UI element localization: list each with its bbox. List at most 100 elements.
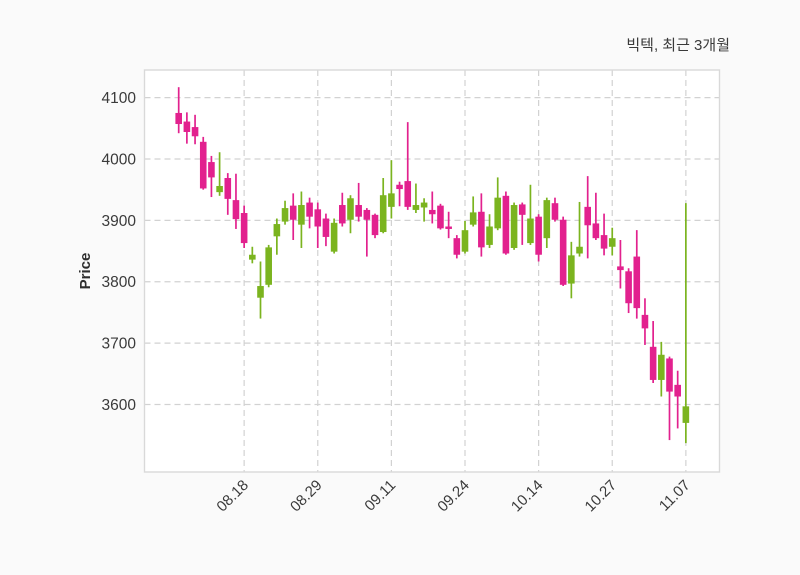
candle [551,197,559,222]
candle-body [363,209,371,220]
candle-body [559,219,567,285]
candle [388,160,395,219]
candle [568,241,575,299]
candle-body [428,209,436,215]
y-axis-labels: 3600 3700 3800 3900 4000 4100 [102,90,137,414]
candle [617,240,624,289]
candle [428,191,436,224]
candle [183,112,191,144]
candle-body [339,205,346,224]
candle-body [658,354,665,380]
x-tick-label: 08.29 [287,477,326,516]
candle-body [355,205,362,217]
candle [576,201,583,257]
candle [518,202,526,245]
candle-body [289,205,297,220]
candle [453,235,461,259]
candle [461,220,469,254]
candle-body [584,206,591,226]
candle-body [445,226,452,229]
candle-body [224,178,232,199]
candle-body [420,202,428,208]
candle [437,203,444,230]
candle-body [175,112,182,125]
candle [584,176,591,259]
candle-body [404,181,412,207]
candle [175,87,182,134]
candle-body [273,224,281,237]
candle [265,244,272,288]
candle [543,197,551,248]
candle-body [191,127,199,137]
candle-body [298,205,305,225]
candle [249,246,256,264]
candle-body [371,214,379,236]
candle [289,193,297,241]
candle-body [249,254,256,260]
candle-body [576,246,583,254]
candle [281,200,289,225]
candle [649,321,657,384]
y-tick-label: 3600 [102,397,137,414]
candle [535,214,542,262]
candle-body [510,205,518,248]
candle-body [461,230,469,252]
candle-body [682,406,690,423]
x-tick-label: 11.07 [656,477,694,515]
candle-body [240,213,248,244]
candle-body [412,205,420,210]
x-axis-labels: 08.18 08.29 09.11 09.24 10.14 10.27 11.07 [213,477,693,516]
candle-body [535,216,542,255]
candle [330,218,338,254]
candle-body [494,197,502,229]
candles [175,87,690,444]
candle-body [322,218,330,237]
candle-body [453,238,461,255]
candle-body [216,185,223,193]
candle [396,181,403,207]
candle [379,178,387,234]
candle [658,341,665,397]
candle-body [641,314,649,329]
candle [486,214,493,248]
candle [469,196,477,227]
candle [641,298,649,345]
candle-body [396,184,403,190]
y-tick-label: 4100 [102,90,137,107]
candle-body [314,209,322,227]
candle [314,202,322,248]
candle-body [183,121,191,132]
candle-body [281,208,289,222]
candle-body [600,235,608,249]
y-axis-label: Price [77,253,94,290]
candle [420,198,428,222]
candle [363,208,371,257]
y-tick-label: 3800 [102,274,137,291]
candle-body [608,238,616,247]
x-tick-label: 10.14 [508,477,547,516]
candle [306,197,313,229]
candle [257,261,264,319]
candle [298,191,305,248]
candle-body [265,247,272,285]
candle-body [649,346,657,380]
candle-body [379,195,387,233]
candle-body [208,162,215,178]
candle [674,370,681,429]
candle [371,213,379,239]
candle [510,202,518,250]
candle-body [625,271,632,304]
candle [273,218,281,255]
candle-body [592,223,600,239]
candle [633,230,641,319]
candle [600,213,608,256]
candle [666,356,673,441]
candle-body [437,205,444,229]
candle-body [617,266,624,271]
candle [347,195,354,234]
candle [322,213,330,247]
y-tick-label: 3900 [102,213,137,230]
candle-body [469,212,477,225]
candle-body [388,193,395,207]
candle-body [568,255,575,284]
